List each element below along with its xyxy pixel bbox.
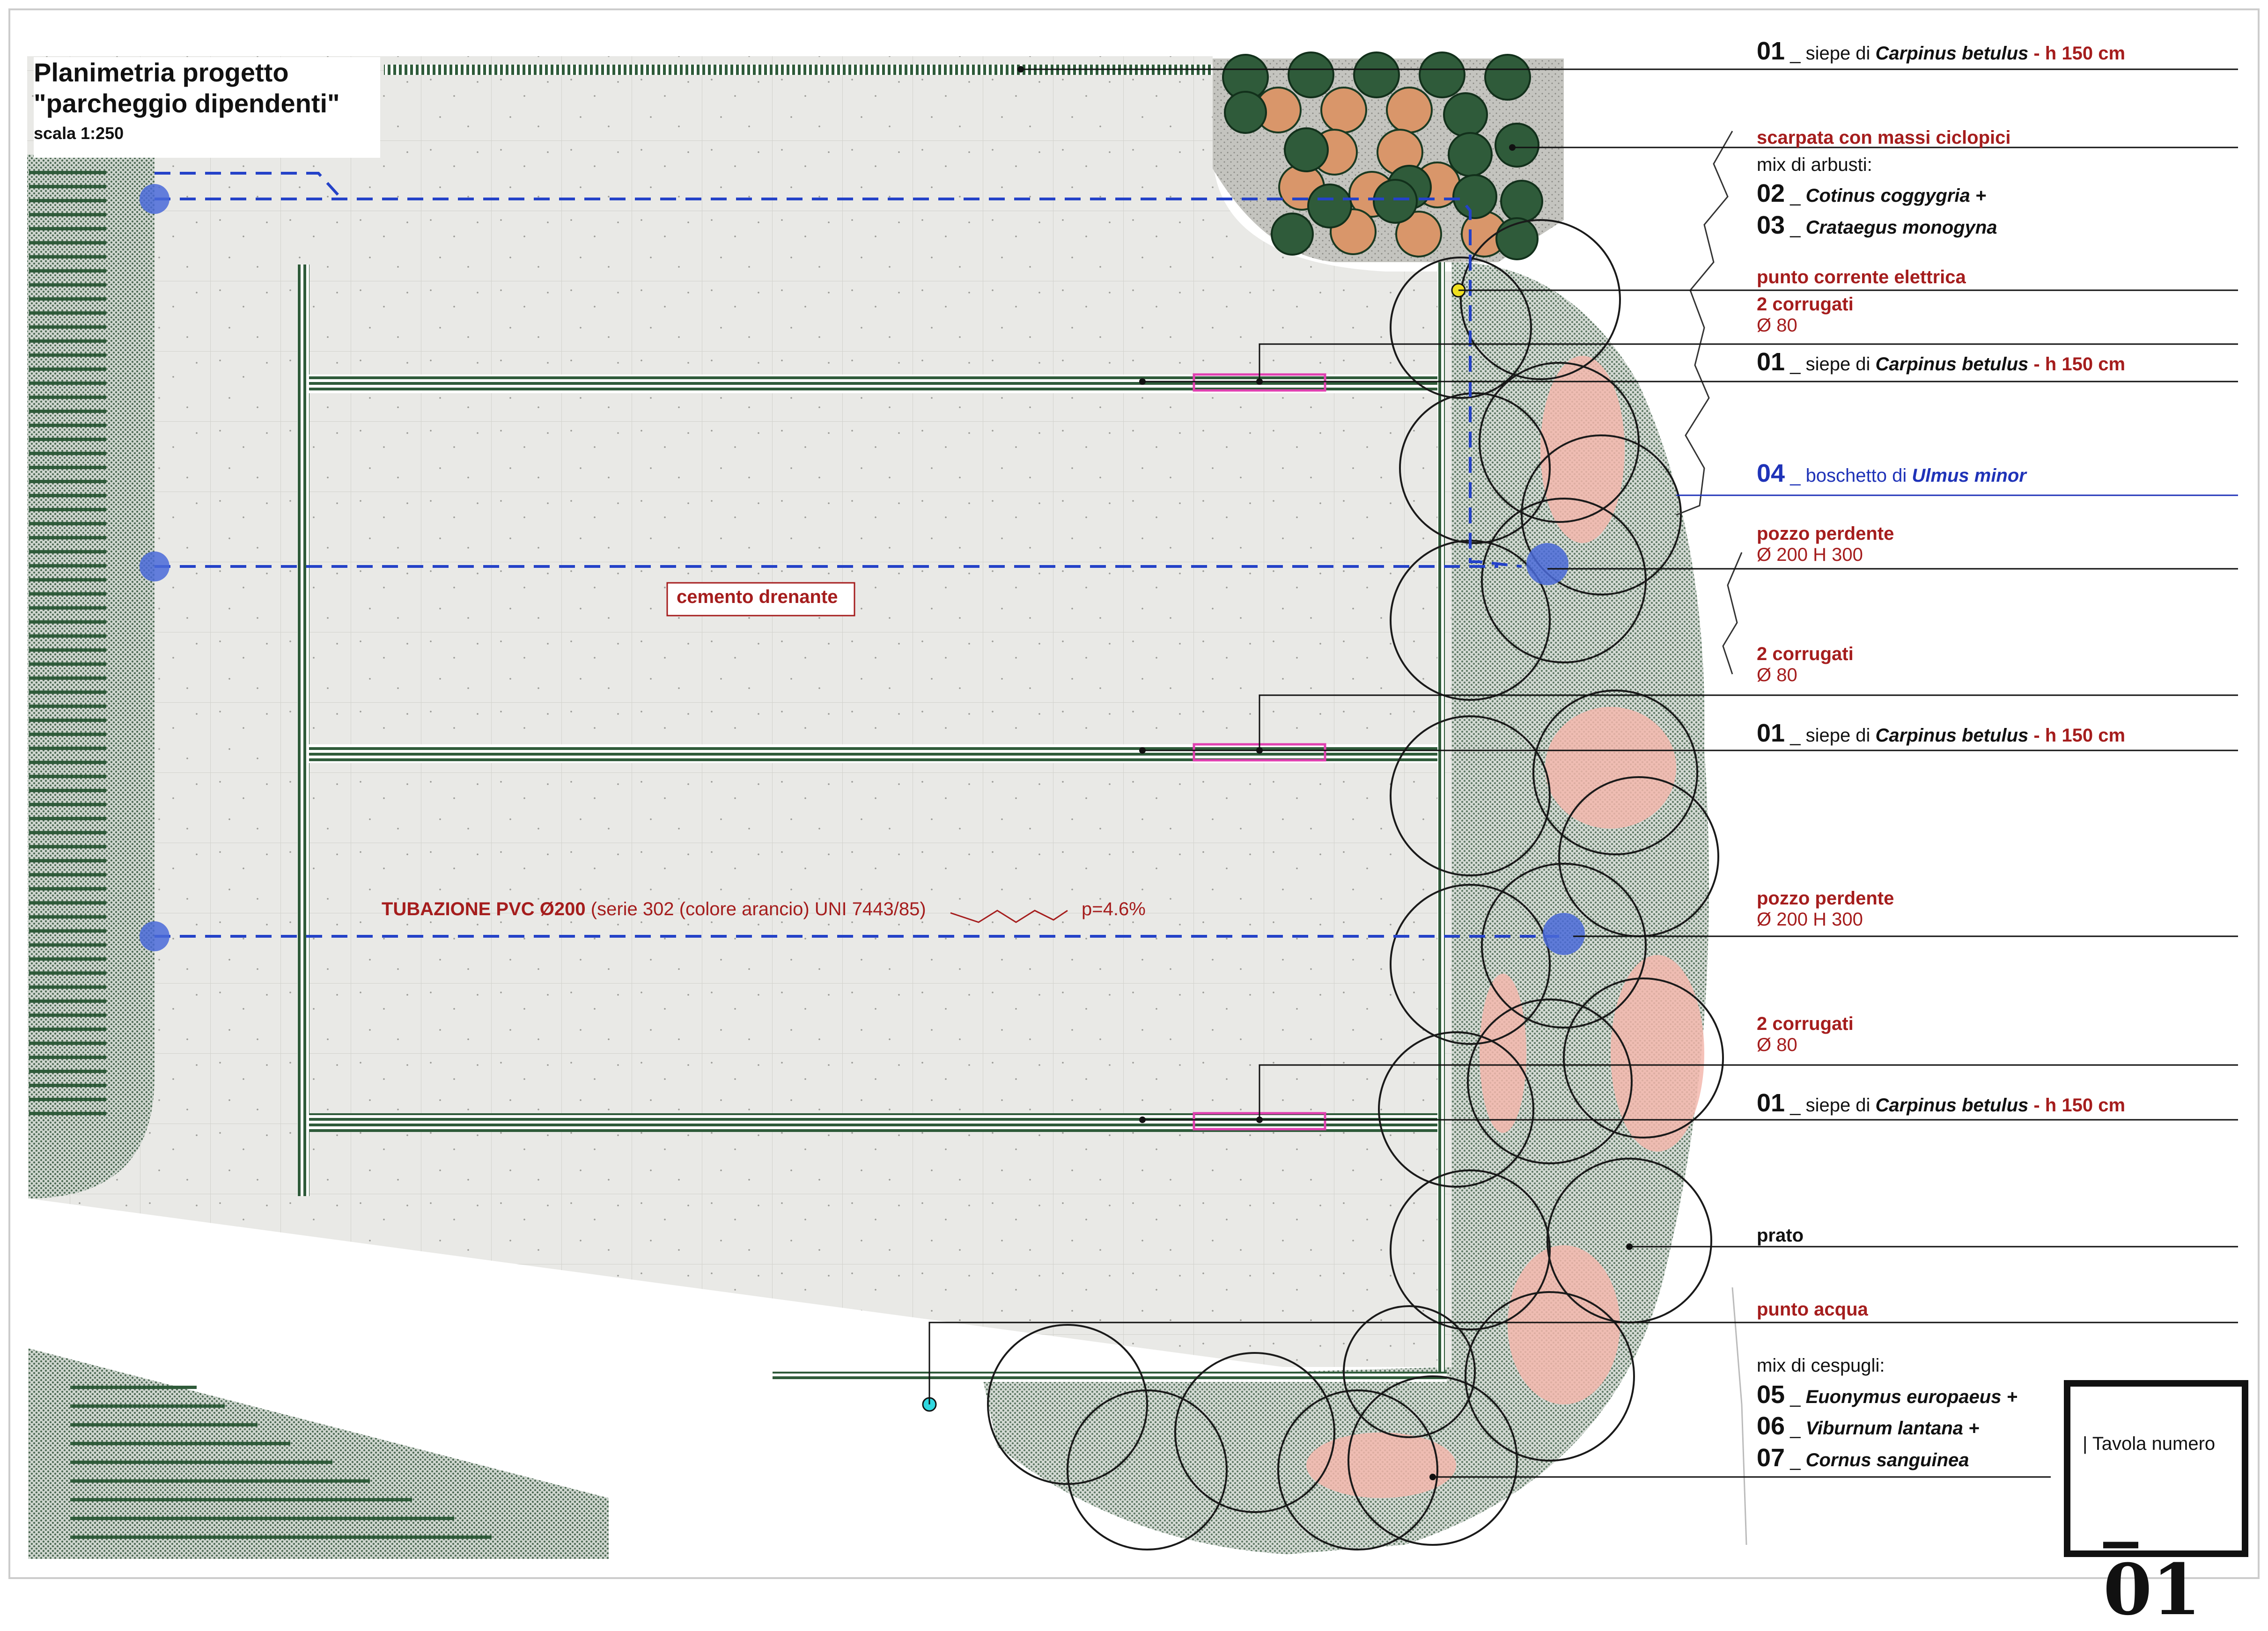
legend-species: Carpinus betulus [1875,354,2029,375]
legend-euonymus: 05 _ Euonymus europaeus + [1757,1380,2018,1409]
pvc-pipes [155,172,1559,938]
legend-corrugati-title: 2 corrugati [1757,644,1854,664]
legend-crataegus: 03 _ Crataegus monogyna [1757,211,1997,240]
legend-hedge-1: 01 _ siepe di Carpinus betulus - h 150 c… [1757,37,2125,66]
legend-corrugati-2: 2 corrugati Ø 80 [1757,644,1854,686]
legend-pozzo-1: pozzo perdente Ø 200 H 300 [1757,523,1894,566]
legend-ulmus: 04 _ boschetto di Ulmus minor [1757,459,2026,488]
legend-scarpata: scarpata con massi ciclopici [1757,127,2011,148]
legend-pozzo-title: pozzo perdente [1757,523,1894,544]
leader-lines [928,68,2238,1478]
legend-num: 07 [1757,1444,1785,1472]
legend-num: 01 [1757,719,1785,747]
legend-water-point: punto acqua [1757,1299,1868,1320]
legend-num: 05 [1757,1381,1785,1409]
legend-sep: _ [1785,43,1806,64]
legend-species: Cotinus coggygria + [1805,185,1987,206]
legend-text: siepe di [1805,354,1876,375]
legend-pozzo-size: Ø 200 H 300 [1757,544,1863,565]
legend-sep: _ [1785,1095,1806,1116]
legend-species: Carpinus betulus [1875,1095,2029,1116]
legend-text: siepe di [1805,725,1876,746]
legend-species: Euonymus europaeus + [1805,1387,2018,1407]
legend-corrugati-size: Ø 80 [1757,665,1797,685]
legend-sep: _ [1785,1387,1806,1407]
legend-hedge-2: 01 _ siepe di Carpinus betulus - h 150 c… [1757,347,2125,376]
left-parking-stripes [29,171,106,1115]
legend-pozzo-size: Ø 200 H 300 [1757,909,1863,930]
legend-height: - h 150 cm [2028,1095,2126,1116]
legend-corrugati-size: Ø 80 [1757,1035,1797,1055]
legend-pozzo-2: pozzo perdente Ø 200 H 300 [1757,888,1894,930]
legend-species: Carpinus betulus [1875,43,2029,64]
legend-species: Crataegus monogyna [1805,217,1997,238]
legend-species: Ulmus minor [1912,465,2026,486]
pipe-main-label: TUBAZIONE PVC Ø200 [382,899,586,919]
legend-cotinus: 02 _ Cotinus coggygria + [1757,179,1986,208]
legend-species: Viburnum lantana + [1805,1418,1980,1439]
shrub-cluster [1222,51,1543,260]
legend-num: 02 [1757,179,1785,207]
site-plan [8,8,2260,1579]
legend-height: - h 150 cm [2028,43,2126,64]
legend-height: - h 150 cm [2028,725,2126,746]
legend-corrugati-1: 2 corrugati Ø 80 [1757,294,1854,336]
legend-corrugati-size: Ø 80 [1757,315,1797,336]
legend-sep: _ [1785,1418,1806,1439]
legend-hedge-3: 01 _ siepe di Carpinus betulus - h 150 c… [1757,719,2125,748]
title-block: Planimetria progetto "parcheggio dipende… [34,57,380,158]
legend-num: 06 [1757,1412,1785,1440]
tavola-number: _ 01 [2103,1466,2201,1631]
legend-hedge-4: 01 _ siepe di Carpinus betulus - h 150 c… [1757,1088,2125,1117]
pozzo-perdente-wells [140,184,1585,955]
legend-sep: _ [1785,1450,1806,1470]
legend-num: 04 [1757,459,1785,487]
title-line-2: "parcheggio dipendenti" [34,88,340,118]
legend-pozzo-title: pozzo perdente [1757,888,1894,909]
legend-corrugati-title: 2 corrugati [1757,1014,1854,1034]
cemento-drenante-label: cemento drenante [677,587,838,607]
legend-prato: prato [1757,1225,1804,1246]
tavola-box: | Tavola numero _ 01 [2064,1380,2248,1631]
legend-height: - h 150 cm [2028,354,2126,375]
cemento-label-box [666,582,855,617]
legend-text: siepe di [1805,43,1876,64]
pipe-label: TUBAZIONE PVC Ø200 (serie 302 (colore ar… [382,899,926,920]
legend-species: Cornus sanguinea [1805,1450,1969,1470]
slope-zigzag [950,910,1068,923]
legend-corrugati-3: 2 corrugati Ø 80 [1757,1014,1854,1056]
legend-sep: _ [1785,465,1806,486]
legend-text: siepe di [1805,1095,1876,1116]
legend-sep: _ [1785,217,1806,238]
legend-num: 01 [1757,37,1785,65]
legend-num: 03 [1757,211,1785,239]
legend-sep: _ [1785,725,1806,746]
bottom-left-stripes [70,1386,492,1539]
title-scale: scala 1:250 [34,124,124,143]
legend-viburnum: 06 _ Viburnum lantana + [1757,1411,1979,1440]
legend-cornus: 07 _ Cornus sanguinea [1757,1443,1969,1472]
legend-mix-arbusti: mix di arbusti: [1757,154,1872,175]
legend-num: 01 [1757,1089,1785,1117]
legend-mix-cespugli: mix di cespugli: [1757,1355,1885,1376]
title-line-1: Planimetria progetto [34,58,289,87]
legend-corrugati-title: 2 corrugati [1757,294,1854,315]
pipe-detail-label: (serie 302 (colore arancio) UNI 7443/85) [590,899,926,919]
tree-canopies [987,219,1724,1550]
slope-label: p=4.6% [1082,899,1146,919]
tavola-label: | Tavola numero [2083,1433,2216,1454]
legend-sep: _ [1785,354,1806,375]
legend-text: boschetto di [1805,465,1912,486]
legend-sep: _ [1785,185,1806,206]
legend-power-point: punto corrente elettrica [1757,267,1966,287]
legend-num: 01 [1757,348,1785,376]
legend-species: Carpinus betulus [1875,725,2029,746]
pink-planting-blobs [1306,356,1704,1498]
